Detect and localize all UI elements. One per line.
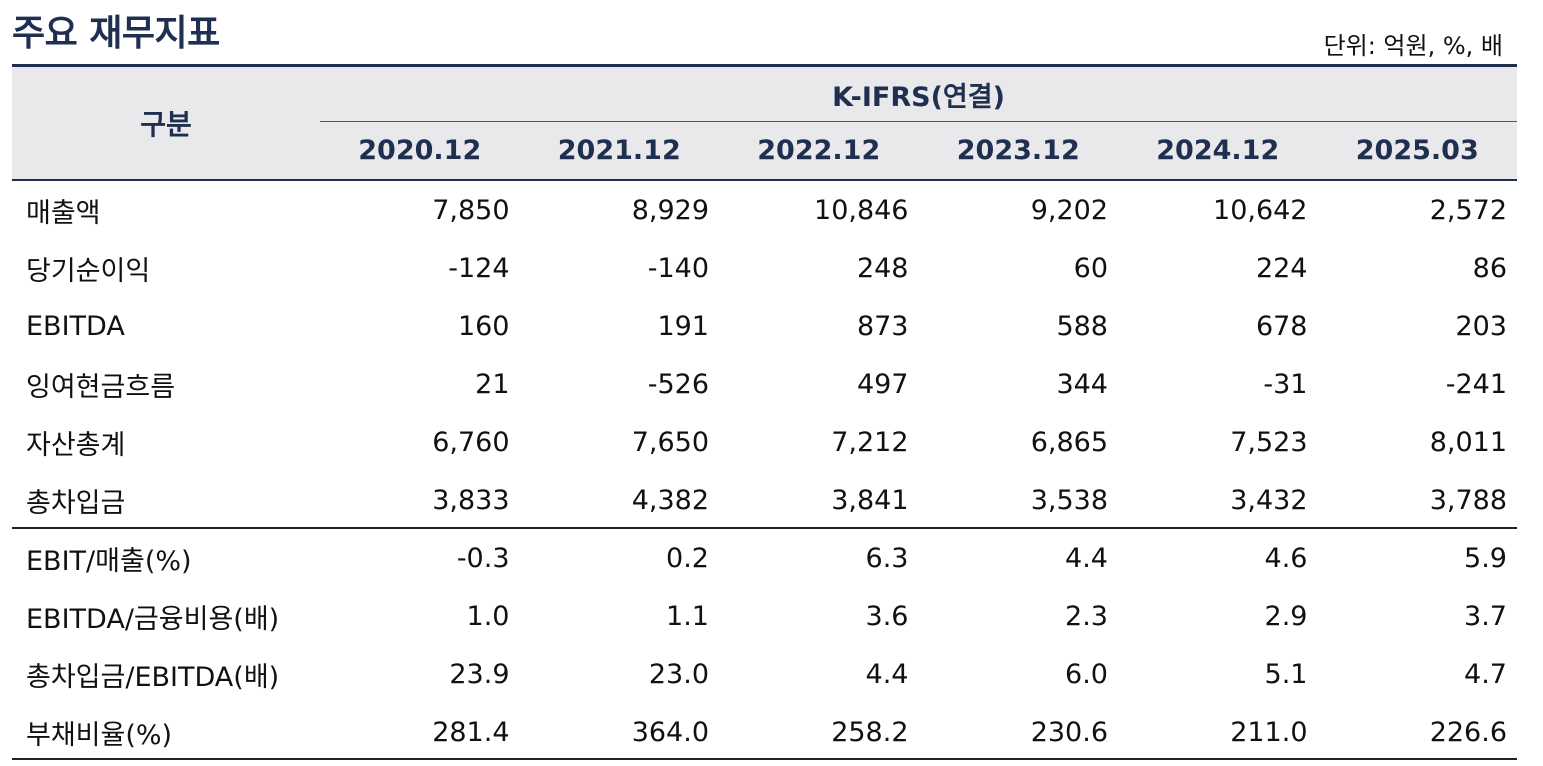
table-cell: 497 xyxy=(856,368,909,400)
table-cell: 60 xyxy=(1073,252,1108,284)
table-cell: 344 xyxy=(1056,368,1108,400)
table-cell: 191 xyxy=(657,310,709,342)
table-body: 매출액 7,850 8,929 10,846 9,202 10,642 2,57… xyxy=(12,181,1517,761)
table-cell: 7,212 xyxy=(831,426,909,458)
table-cell: 23.9 xyxy=(449,658,510,690)
table-cell: 21 xyxy=(475,368,510,400)
table-cell: -526 xyxy=(647,368,709,400)
table-cell: 3.6 xyxy=(865,600,909,632)
table-cell: 588 xyxy=(1056,310,1108,342)
table-cell: 8,011 xyxy=(1429,426,1507,458)
row-label: 총차입금/EBITDA(배) xyxy=(26,661,280,693)
table-row: EBIT/매출(%) -0.3 0.2 6.3 4.4 4.6 5.9 xyxy=(12,529,1517,587)
table-cell: 23.0 xyxy=(648,658,709,690)
table-row: 매출액 7,850 8,929 10,846 9,202 10,642 2,57… xyxy=(12,181,1517,239)
table-cell: 2,572 xyxy=(1429,194,1507,226)
table-cell: 203 xyxy=(1455,310,1507,342)
table-cell: 258.2 xyxy=(831,716,909,748)
table-cell: 6.3 xyxy=(865,542,909,574)
table-row: EBITDA/금융비용(배) 1.0 1.1 3.6 2.3 2.9 3.7 xyxy=(12,587,1517,645)
table-cell: -140 xyxy=(647,252,709,284)
table-cell: 160 xyxy=(457,310,510,342)
table-cell: 10,642 xyxy=(1213,194,1308,226)
table-cell: 3,432 xyxy=(1230,484,1308,516)
table-cell: 2.9 xyxy=(1264,600,1308,632)
row-label: EBITDA/금융비용(배) xyxy=(26,603,280,635)
row-label: 자산총계 xyxy=(26,429,126,461)
table-cell: 4.4 xyxy=(865,658,909,690)
table-cell: 4.4 xyxy=(1065,542,1108,574)
row-label: 잉여현금흐름 xyxy=(26,371,176,403)
header-bottom-rule xyxy=(12,179,1517,181)
table-cell: -0.3 xyxy=(456,542,510,574)
table-row: 부채비율(%) 281.4 364.0 258.2 230.6 211.0 22… xyxy=(12,703,1517,761)
table-row: 잉여현금흐름 21 -526 497 344 -31 -241 xyxy=(12,355,1517,413)
page-title: 주요 재무지표 xyxy=(12,13,220,54)
table-cell: 224 xyxy=(1255,252,1308,284)
row-label: 총차입금 xyxy=(26,487,126,519)
table-cell: 226.6 xyxy=(1429,716,1507,748)
table-cell: -241 xyxy=(1445,368,1507,400)
table-cell: 8,929 xyxy=(631,194,709,226)
table-row: 총차입금/EBITDA(배) 23.9 23.0 4.4 6.0 5.1 4.7 xyxy=(12,645,1517,703)
period-header: 2022.12 xyxy=(757,135,881,166)
table-cell: 248 xyxy=(856,252,909,284)
period-header-row: 2020.12 2021.12 2022.12 2023.12 2024.12 … xyxy=(320,122,1517,179)
table-cell: 3,538 xyxy=(1030,484,1108,516)
group-header: K-IFRS(연결) xyxy=(832,81,1005,113)
table-cell: 2.3 xyxy=(1065,600,1108,632)
row-label: 당기순이익 xyxy=(26,255,151,287)
table-cell: 4.6 xyxy=(1264,542,1308,574)
table-cell: 86 xyxy=(1472,252,1507,284)
table-cell: -31 xyxy=(1263,368,1308,400)
row-label: 매출액 xyxy=(26,197,101,229)
table-cell: 3,833 xyxy=(432,484,510,516)
table-cell: 3,788 xyxy=(1429,484,1507,516)
period-header: 2021.12 xyxy=(557,135,681,166)
table-cell: 0.2 xyxy=(666,542,709,574)
table-cell: 281.4 xyxy=(432,716,510,748)
table-cell: 10,846 xyxy=(814,194,909,226)
table-cell: 3.7 xyxy=(1464,600,1507,632)
table-cell: 7,850 xyxy=(432,194,510,226)
period-header: 2020.12 xyxy=(358,135,482,166)
table-cell: 1.1 xyxy=(666,600,709,632)
table-row: 당기순이익 -124 -140 248 60 224 86 xyxy=(12,239,1517,297)
table-cell: 4.7 xyxy=(1464,658,1507,690)
table-cell: 7,650 xyxy=(631,426,709,458)
table-row: 총차입금 3,833 4,382 3,841 3,538 3,432 3,788 xyxy=(12,471,1517,529)
table-cell: 4,382 xyxy=(631,484,709,516)
header-sub-rule xyxy=(320,121,1517,122)
row-label: EBIT/매출(%) xyxy=(26,545,192,577)
table-cell: 364.0 xyxy=(631,716,709,748)
table-cell: 7,523 xyxy=(1230,426,1308,458)
row-label: 부채비율(%) xyxy=(26,719,173,751)
table-cell: 678 xyxy=(1255,310,1308,342)
table-cell: 3,841 xyxy=(831,484,909,516)
table-cell: 1.0 xyxy=(466,600,510,632)
table-bottom-rule xyxy=(12,758,1517,760)
table-row: EBITDA 160 191 873 588 678 203 xyxy=(12,297,1517,355)
table-row: 자산총계 6,760 7,650 7,212 6,865 7,523 8,011 xyxy=(12,413,1517,471)
period-header: 2025.03 xyxy=(1355,135,1479,166)
table-header xyxy=(12,67,1517,179)
table-cell: 5.9 xyxy=(1464,542,1507,574)
table-cell: 6,760 xyxy=(432,426,510,458)
table-cell: -124 xyxy=(448,252,510,284)
table-cell: 873 xyxy=(856,310,909,342)
period-header: 2024.12 xyxy=(1156,135,1280,166)
period-header: 2023.12 xyxy=(956,135,1080,166)
row-label: EBITDA xyxy=(26,310,125,342)
table-cell: 5.1 xyxy=(1264,658,1308,690)
table-cell: 9,202 xyxy=(1030,194,1108,226)
table-cell: 6,865 xyxy=(1030,426,1108,458)
table-cell: 230.6 xyxy=(1030,716,1108,748)
table-cell: 211.0 xyxy=(1230,716,1308,748)
corner-header: 구분 xyxy=(140,108,192,141)
table-top-rule xyxy=(12,64,1517,67)
table-cell: 6.0 xyxy=(1065,658,1108,690)
section-divider xyxy=(12,527,1517,529)
unit-note: 단위: 억원, %, 배 xyxy=(1323,32,1503,60)
